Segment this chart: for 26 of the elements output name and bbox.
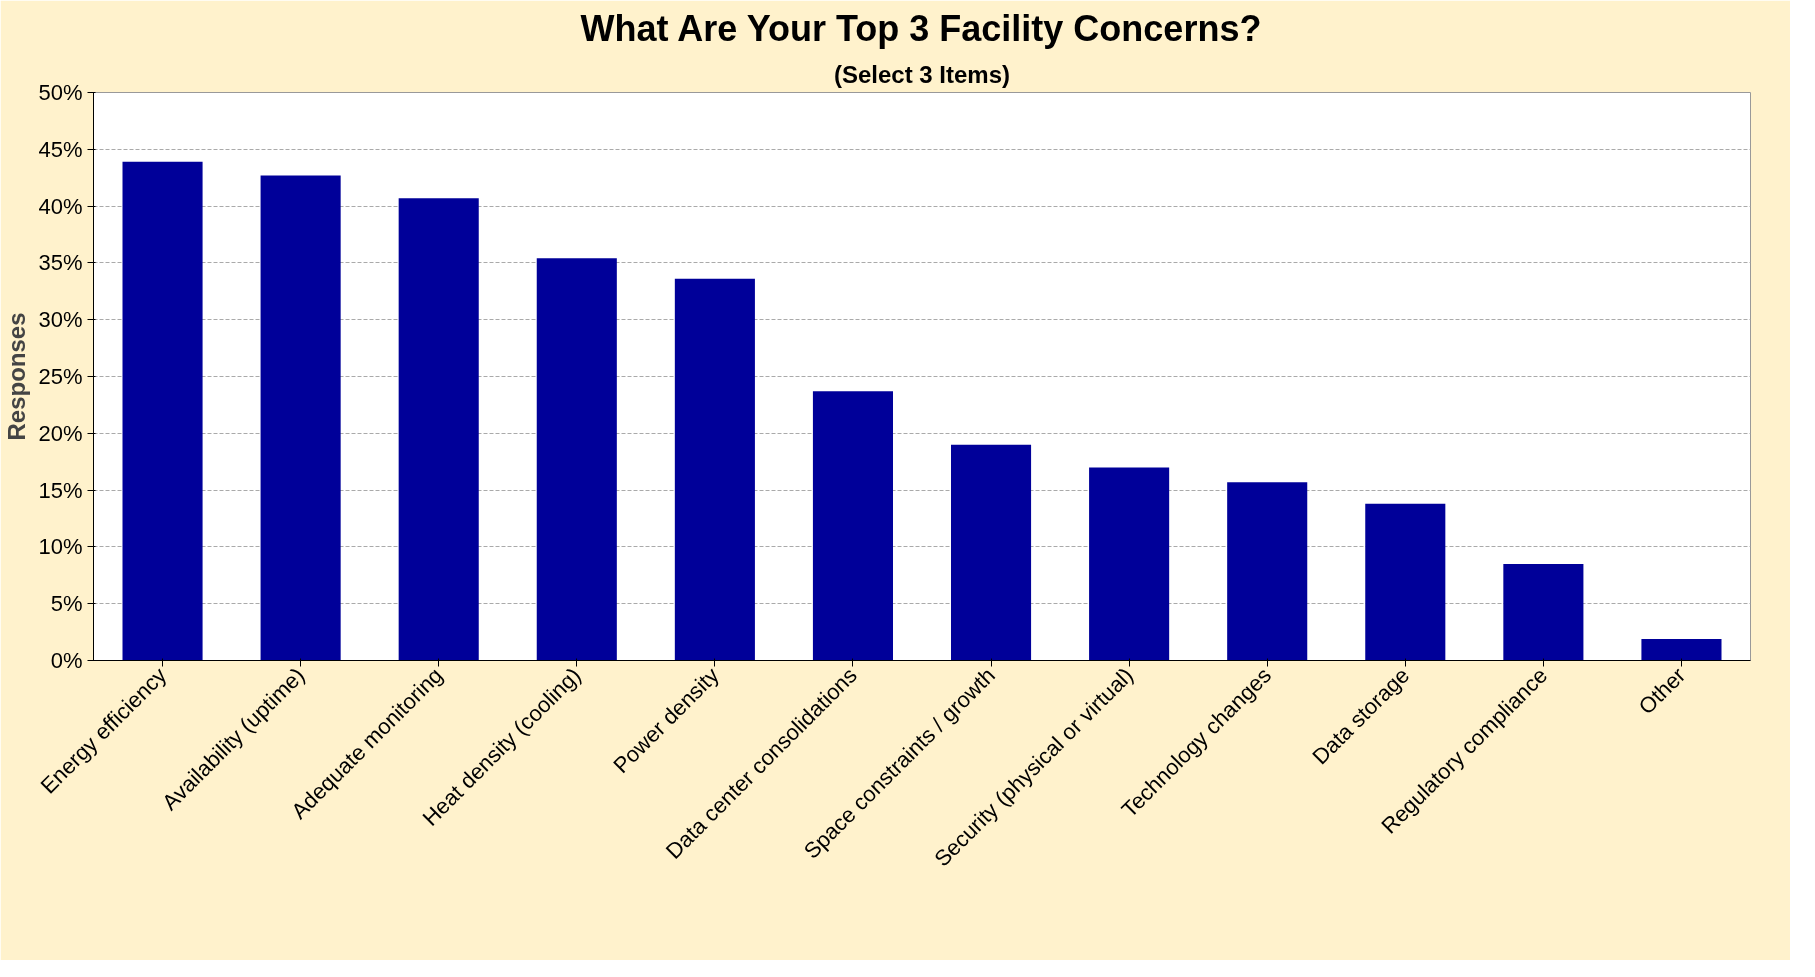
bar <box>398 198 479 661</box>
bar <box>1365 503 1446 661</box>
y-tick-label: 25% <box>38 364 83 389</box>
y-tick-label: 15% <box>38 477 83 503</box>
bar <box>1089 467 1170 661</box>
y-tick-label: 40% <box>38 193 83 219</box>
y-tick-label: 50% <box>38 80 83 105</box>
y-axis-title: Responses <box>3 312 31 441</box>
y-tick-label: 5% <box>50 591 83 617</box>
chart-title: What Are Your Top 3 Facility Concerns? <box>580 7 1262 49</box>
chart-subtitle: (Select 3 Items) <box>833 60 1011 88</box>
bar <box>1503 563 1584 661</box>
y-tick-label: 20% <box>38 420 83 446</box>
bar <box>1227 482 1308 661</box>
y-tick-label: 0% <box>50 648 83 673</box>
bar <box>1641 638 1722 661</box>
y-tick-label: 30% <box>38 307 83 333</box>
bar <box>951 444 1032 661</box>
bar <box>812 391 893 661</box>
bar <box>536 258 617 661</box>
y-tick-label: 45% <box>38 136 83 162</box>
bar <box>674 278 755 661</box>
y-tick-label: 10% <box>38 534 83 560</box>
bar <box>260 175 341 661</box>
bar <box>122 161 203 661</box>
y-tick-label: 35% <box>38 250 83 276</box>
